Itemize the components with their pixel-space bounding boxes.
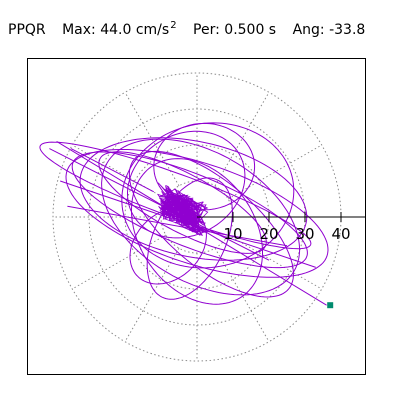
max-label: Max: — [62, 22, 96, 38]
angle-value: -33.8 — [329, 22, 366, 38]
grid-spoke-330 — [227, 234, 322, 290]
x-axis-tick-label-40: 40 — [331, 225, 350, 243]
trace-orbit-12 — [79, 137, 308, 261]
trace-core — [156, 182, 209, 236]
period-label: Per: — [193, 22, 220, 38]
polar-plot: 10 20 30 40 — [39, 72, 365, 362]
trace-orbit-2 — [101, 138, 301, 296]
trace-orbit-9 — [153, 122, 256, 211]
trace-orbit-10 — [128, 150, 294, 298]
x-axis-tick-label-30: 30 — [295, 225, 314, 243]
plot-header: PPQR Max: 44.0 cm/s2 Per: 0.500 s Ang: -… — [8, 16, 365, 40]
grid-spoke-60 — [214, 92, 270, 187]
max-unit-exponent: 2 — [170, 20, 177, 31]
trace-orbit-4 — [131, 158, 263, 305]
x-axis-tick-label-10: 10 — [223, 225, 242, 243]
polar-plot-frame: 10 20 30 40 — [27, 58, 366, 375]
angle-label: Ang: — [292, 22, 325, 38]
trace-segment-4 — [70, 148, 155, 193]
trace-segment-1 — [49, 148, 270, 261]
trace-orbit-6 — [98, 151, 267, 254]
trace-orbit-7 — [39, 141, 312, 250]
x-axis-tick-label-20: 20 — [259, 225, 278, 243]
trace-orbit-5 — [127, 130, 246, 239]
trace-segment-3 — [67, 205, 288, 247]
trace-orbit-3 — [121, 122, 295, 269]
max-unit: cm/s — [135, 22, 170, 38]
max-value: 44.0 — [100, 22, 132, 38]
trace-end-marker — [327, 302, 334, 309]
period-value: 0.500 s — [224, 22, 277, 38]
station-code: PPQR — [8, 22, 46, 38]
